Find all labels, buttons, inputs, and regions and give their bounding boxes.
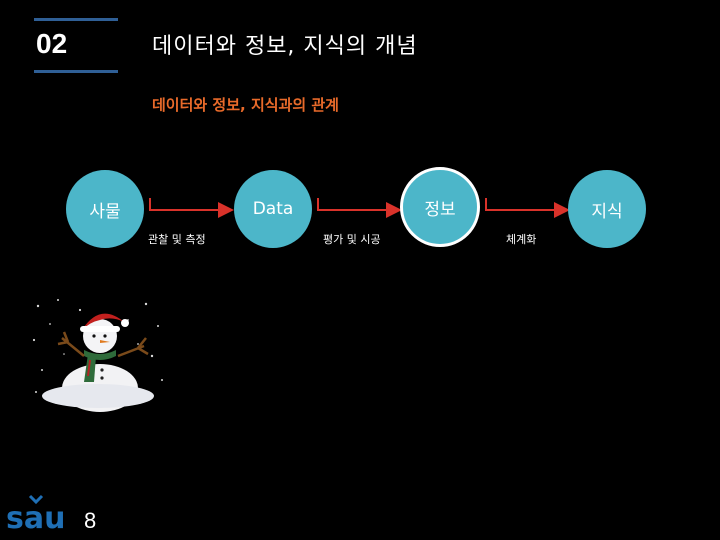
node-object: 사물 bbox=[66, 170, 144, 248]
arrow-1 bbox=[149, 198, 234, 218]
header-rule-bottom bbox=[34, 70, 118, 73]
node-data: Data bbox=[234, 170, 312, 248]
edge-label-observe: 관찰 및 측정 bbox=[148, 233, 206, 246]
node-information: 정보 bbox=[400, 167, 480, 247]
page-number: 8 bbox=[84, 508, 97, 533]
svg-text:sau: sau bbox=[6, 501, 65, 534]
node-data-label: Data bbox=[252, 199, 294, 219]
edge-label-systematize: 체계화 bbox=[506, 233, 537, 246]
arrow-3 bbox=[485, 198, 570, 218]
slide-subtitle: 데이터와 정보, 지식과의 관계 bbox=[152, 96, 339, 114]
node-knowledge-label: 지식 bbox=[591, 201, 623, 222]
slide-title: 데이터와 정보, 지식의 개념 bbox=[152, 34, 418, 59]
slide-section-number: 02 bbox=[36, 28, 68, 59]
node-knowledge: 지식 bbox=[568, 170, 646, 248]
node-information-label: 정보 bbox=[424, 199, 456, 220]
header-rule-top bbox=[34, 18, 118, 21]
node-object-label: 사물 bbox=[89, 201, 121, 222]
snowman-illustration bbox=[32, 299, 163, 412]
edge-label-evaluate: 평가 및 시공 bbox=[323, 233, 381, 246]
sau-logo: sau bbox=[6, 494, 82, 538]
arrow-2 bbox=[317, 198, 402, 218]
